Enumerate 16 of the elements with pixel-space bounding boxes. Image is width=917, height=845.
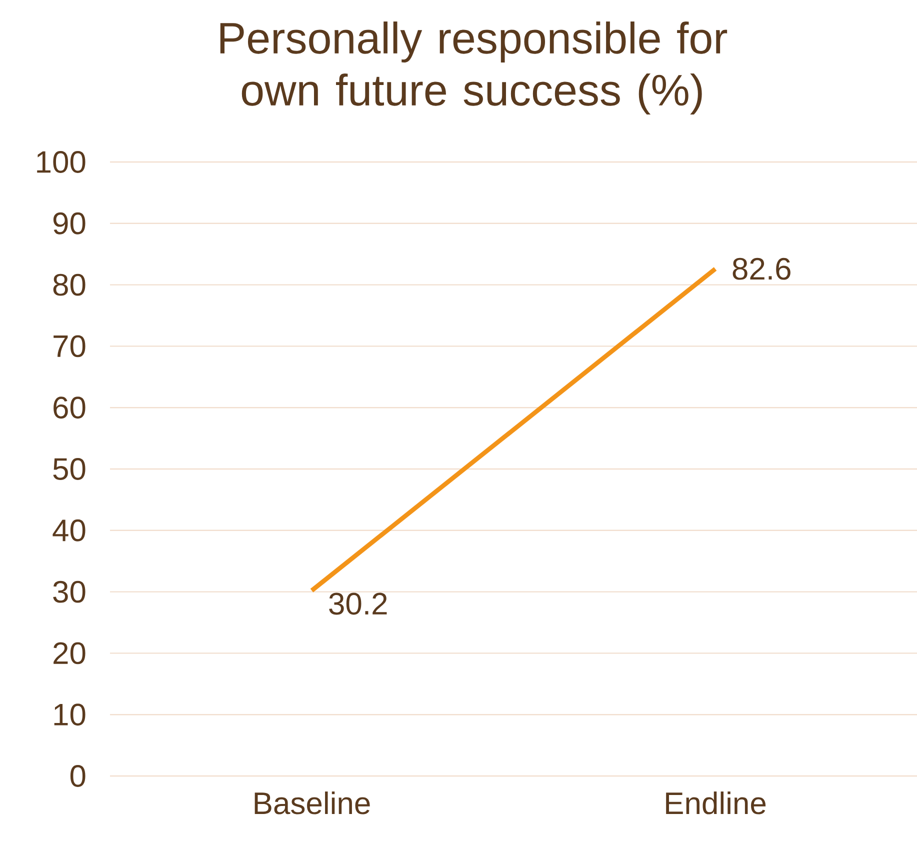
chart-title: Personally responsible for own future success (%) [220,21,728,114]
y-tick-label: 30 [53,580,86,603]
y-tick-label: 0 [70,765,86,787]
y-tick-label: 90 [53,212,86,234]
data-label: 82.6 [732,258,790,280]
y-tick-label: 50 [53,458,86,480]
y-tick-label: 100 [37,151,86,173]
y-tick-label: 20 [54,642,86,664]
x-tick-label: Endline [666,792,766,814]
y-tick-label: 70 [54,335,86,358]
y-tick-label: 80 [53,274,86,296]
y-tick-label: 60 [54,396,86,419]
x-tick-label: Baseline [254,792,370,814]
y-tick-label: 40 [52,519,86,542]
y-tick-label: 10 [54,704,86,726]
data-label: 30.2 [329,592,387,615]
